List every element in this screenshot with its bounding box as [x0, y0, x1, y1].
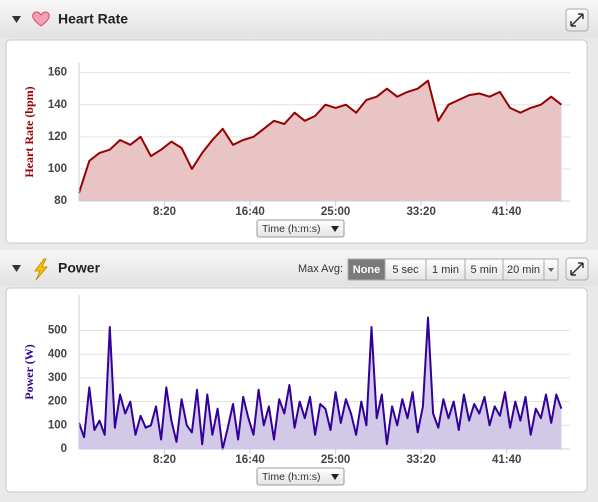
line: [78, 79, 563, 194]
x-axis-selector[interactable]: [256, 467, 345, 486]
expand-icon: [570, 13, 584, 27]
avg-option-label: 5 min: [471, 264, 498, 276]
expand-icon: [570, 262, 584, 276]
y-tick-label: 80: [54, 195, 67, 207]
x-tick-label: 16:40: [235, 206, 264, 218]
x-tick-label: 33:20: [406, 454, 435, 466]
y-tick-label: 100: [48, 163, 67, 175]
y-tick-label: 300: [48, 372, 67, 384]
x-tick-label: 25:00: [321, 454, 350, 466]
x-axis-selector-label: Time (h:m:s): [262, 471, 321, 483]
x-tick-label: 41:40: [492, 454, 521, 466]
collapse-toggle[interactable]: [12, 16, 21, 23]
line: [78, 316, 563, 450]
x-axis-selector-label: Time (h:m:s): [262, 223, 321, 235]
selector-arrow: [331, 474, 339, 480]
y-tick-label: 500: [48, 325, 67, 337]
y-tick-label: 100: [48, 419, 67, 431]
collapse-toggle[interactable]: [12, 265, 21, 272]
y-tick-label: 160: [48, 67, 67, 79]
header-bar: [0, 0, 598, 38]
power-icon: [34, 258, 48, 281]
selector-arrow: [331, 226, 339, 232]
max-avg-label: Max Avg:: [298, 263, 343, 275]
x-tick-label: 8:20: [153, 454, 176, 466]
avg-option-label: 20 min: [507, 264, 540, 276]
panel-title: Heart Rate: [58, 11, 128, 27]
y-axis-label: Heart Rate (bpm): [22, 86, 36, 177]
area: [79, 80, 562, 201]
x-tick-label: 8:20: [153, 206, 176, 218]
x-axis-selector[interactable]: [256, 219, 345, 238]
x-tick-label: 41:40: [492, 206, 521, 218]
x-tick-label: 33:20: [406, 206, 435, 218]
avg-option-label: 1 min: [432, 264, 459, 276]
y-tick-label: 400: [48, 348, 67, 360]
panel-title: Power: [58, 260, 101, 276]
heart-icon: [32, 11, 50, 27]
y-tick-label: 0: [61, 443, 67, 455]
avg-option-label: None: [353, 264, 381, 276]
x-tick-label: 25:00: [321, 206, 350, 218]
y-tick-label: 120: [48, 131, 67, 143]
x-tick-label: 16:40: [235, 454, 264, 466]
avg-option-label: 5 sec: [392, 264, 419, 276]
y-tick-label: 140: [48, 99, 67, 111]
y-axis-label: Power (W): [22, 344, 36, 399]
avg-more-arrow: [548, 268, 554, 272]
y-tick-label: 200: [48, 396, 67, 408]
